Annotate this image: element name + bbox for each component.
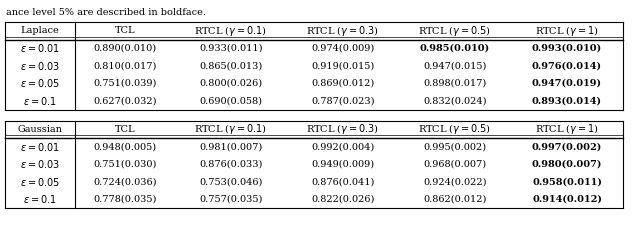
Text: RTCL ($\gamma = 1$): RTCL ($\gamma = 1$) <box>535 24 599 38</box>
Text: 0.787(0.023): 0.787(0.023) <box>311 96 375 105</box>
Text: RTCL ($\gamma = 0.1$): RTCL ($\gamma = 0.1$) <box>195 24 268 38</box>
Text: 0.757(0.035): 0.757(0.035) <box>199 195 262 204</box>
Text: $\epsilon = 0.01$: $\epsilon = 0.01$ <box>20 42 60 54</box>
Text: 0.898(0.017): 0.898(0.017) <box>424 79 486 88</box>
Text: $\epsilon = 0.1$: $\epsilon = 0.1$ <box>23 193 57 205</box>
Text: $\epsilon = 0.03$: $\epsilon = 0.03$ <box>20 158 60 170</box>
Text: 0.976(0.014): 0.976(0.014) <box>532 61 602 70</box>
Text: 0.869(0.012): 0.869(0.012) <box>312 79 374 88</box>
Text: 0.992(0.004): 0.992(0.004) <box>312 142 374 151</box>
Text: 0.832(0.024): 0.832(0.024) <box>423 96 487 105</box>
Text: Laplace: Laplace <box>20 26 60 35</box>
Text: 0.919(0.015): 0.919(0.015) <box>312 61 374 70</box>
Text: 0.893(0.014): 0.893(0.014) <box>532 96 602 105</box>
Text: 0.980(0.007): 0.980(0.007) <box>532 160 602 169</box>
Text: 0.890(0.010): 0.890(0.010) <box>93 44 157 53</box>
Text: RTCL ($\gamma = 0.3$): RTCL ($\gamma = 0.3$) <box>307 122 380 136</box>
Text: RTCL ($\gamma = 1$): RTCL ($\gamma = 1$) <box>535 122 599 136</box>
Text: $\epsilon = 0.05$: $\epsilon = 0.05$ <box>20 77 60 89</box>
Text: 0.947(0.019): 0.947(0.019) <box>532 79 602 88</box>
Text: $\epsilon = 0.03$: $\epsilon = 0.03$ <box>20 60 60 72</box>
Text: 0.724(0.036): 0.724(0.036) <box>93 177 157 186</box>
Text: RTCL ($\gamma = 0.5$): RTCL ($\gamma = 0.5$) <box>419 24 492 38</box>
Text: 0.751(0.039): 0.751(0.039) <box>93 79 157 88</box>
Text: 0.865(0.013): 0.865(0.013) <box>200 61 262 70</box>
Text: $\epsilon = 0.05$: $\epsilon = 0.05$ <box>20 176 60 188</box>
Text: 0.810(0.017): 0.810(0.017) <box>93 61 157 70</box>
Text: RTCL ($\gamma = 0.1$): RTCL ($\gamma = 0.1$) <box>195 122 268 136</box>
Text: 0.800(0.026): 0.800(0.026) <box>200 79 262 88</box>
Text: 0.995(0.002): 0.995(0.002) <box>424 142 486 151</box>
Text: 0.690(0.058): 0.690(0.058) <box>200 96 262 105</box>
Text: 0.997(0.002): 0.997(0.002) <box>532 142 602 151</box>
Text: 0.933(0.011): 0.933(0.011) <box>199 44 263 53</box>
Text: $\epsilon = 0.01$: $\epsilon = 0.01$ <box>20 141 60 153</box>
Text: 0.753(0.046): 0.753(0.046) <box>199 177 262 186</box>
Text: 0.876(0.041): 0.876(0.041) <box>311 177 374 186</box>
Text: 0.968(0.007): 0.968(0.007) <box>424 160 486 169</box>
Text: 0.751(0.030): 0.751(0.030) <box>93 160 157 169</box>
Text: 0.627(0.032): 0.627(0.032) <box>93 96 157 105</box>
Text: 0.778(0.035): 0.778(0.035) <box>93 195 157 204</box>
Text: 0.993(0.010): 0.993(0.010) <box>532 44 602 53</box>
Text: TCL: TCL <box>115 125 135 134</box>
Text: 0.947(0.015): 0.947(0.015) <box>423 61 486 70</box>
Text: 0.822(0.026): 0.822(0.026) <box>311 195 374 204</box>
Text: 0.974(0.009): 0.974(0.009) <box>312 44 374 53</box>
Text: ance level 5% are described in boldface.: ance level 5% are described in boldface. <box>6 8 206 17</box>
Text: 0.958(0.011): 0.958(0.011) <box>532 177 602 186</box>
Text: $\epsilon = 0.1$: $\epsilon = 0.1$ <box>23 95 57 107</box>
Text: 0.948(0.005): 0.948(0.005) <box>93 142 157 151</box>
Text: RTCL ($\gamma = 0.3$): RTCL ($\gamma = 0.3$) <box>307 24 380 38</box>
Text: 0.914(0.012): 0.914(0.012) <box>532 195 602 204</box>
Text: 0.949(0.009): 0.949(0.009) <box>312 160 374 169</box>
Text: 0.924(0.022): 0.924(0.022) <box>423 177 487 186</box>
Text: Gaussian: Gaussian <box>17 125 63 134</box>
Text: 0.862(0.012): 0.862(0.012) <box>423 195 486 204</box>
Text: 0.876(0.033): 0.876(0.033) <box>199 160 262 169</box>
Text: 0.985(0.010): 0.985(0.010) <box>420 44 490 53</box>
Text: RTCL ($\gamma = 0.5$): RTCL ($\gamma = 0.5$) <box>419 122 492 136</box>
Text: 0.981(0.007): 0.981(0.007) <box>200 142 262 151</box>
Text: TCL: TCL <box>115 26 135 35</box>
